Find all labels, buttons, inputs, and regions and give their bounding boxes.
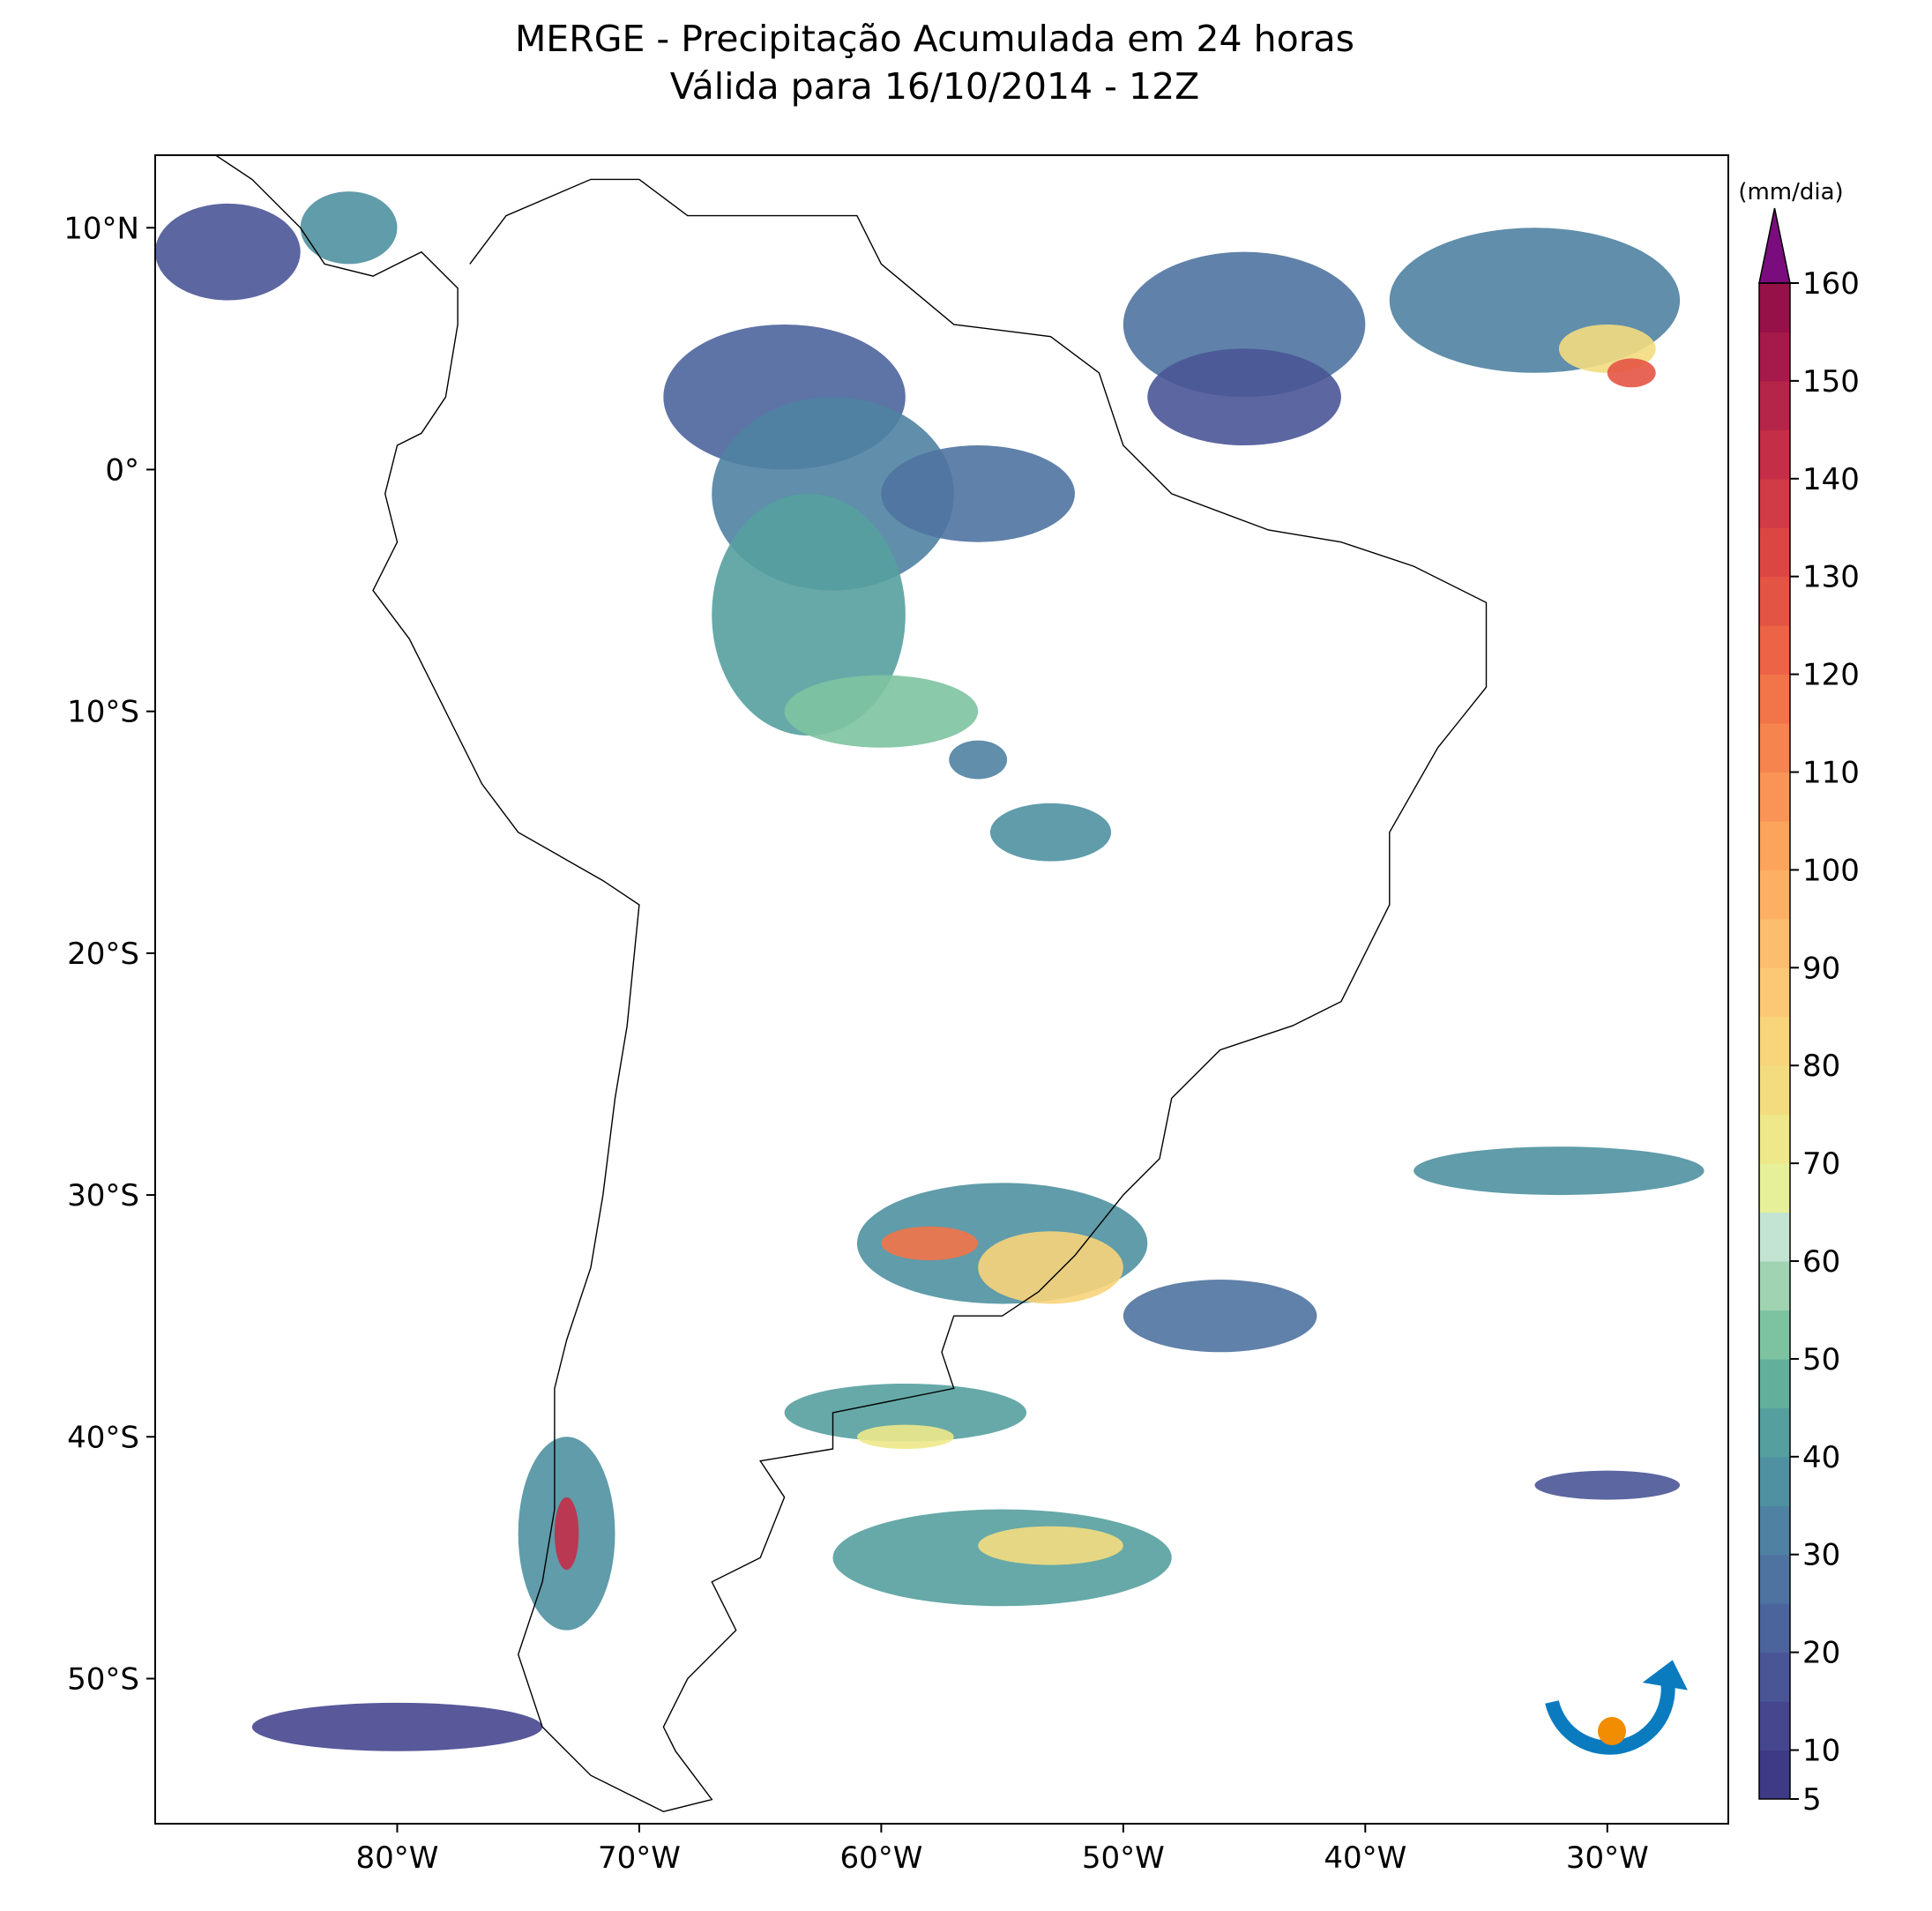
y-tick-label: 10°S [67, 695, 139, 730]
colorbar-band [1759, 1407, 1790, 1458]
precip-area [251, 1702, 543, 1751]
colorbar-band [1759, 1016, 1790, 1066]
colorbar-band [1759, 1212, 1790, 1262]
colorbar-label: (mm/dia) [1738, 179, 1843, 205]
colorbar-band [1759, 527, 1790, 578]
colorbar-tick-label: 10 [1802, 1734, 1840, 1769]
y-tick-label: 40°S [67, 1420, 139, 1455]
colorbar-tick-label: 100 [1802, 853, 1860, 888]
colorbar-tick-label: 140 [1802, 462, 1860, 497]
precip-area [155, 203, 301, 301]
precip-area [1147, 348, 1341, 446]
map-title: MERGE - Precipitação Acumulada em 24 hor… [515, 18, 1354, 60]
colorbar-band [1759, 1505, 1790, 1556]
map-subtitle: Válida para 16/10/2014 - 12Z [670, 65, 1200, 108]
map-area [155, 155, 1704, 1813]
colorbar-band [1759, 1065, 1790, 1116]
colorbar-band [1759, 1456, 1790, 1506]
y-tick-label: 30°S [67, 1178, 139, 1213]
precip-area [1123, 1280, 1317, 1353]
y-tick-label: 20°S [67, 937, 139, 972]
x-tick-label: 70°W [598, 1840, 681, 1876]
colorbar-tick-label: 130 [1802, 560, 1860, 595]
colorbar-tick-label: 20 [1802, 1636, 1840, 1671]
colorbar-tick-label: 110 [1802, 756, 1860, 791]
precip-area [1607, 358, 1656, 388]
y-tick-label: 10°N [63, 211, 139, 246]
precip-area [1534, 1470, 1681, 1500]
colorbar-band [1759, 429, 1790, 480]
colorbar-tick-label: 160 [1802, 266, 1860, 302]
colorbar-band [1759, 576, 1790, 626]
colorbar-band [1759, 1554, 1790, 1604]
colorbar-frame [1758, 282, 1791, 1800]
colorbar-band [1759, 1310, 1790, 1360]
colorbar-band [1759, 380, 1790, 430]
colorbar-tick-label: 60 [1802, 1244, 1840, 1280]
colorbar-band [1759, 1701, 1790, 1751]
colorbar-tick-label: 150 [1802, 364, 1860, 399]
precip-area [300, 191, 398, 265]
logo-arc [1545, 1674, 1675, 1755]
x-tick-label: 40°W [1324, 1840, 1406, 1876]
x-tick-label: 80°W [356, 1840, 439, 1876]
precip-area [989, 802, 1112, 862]
precip-area [978, 1231, 1123, 1304]
colorbar-tick-label: 90 [1802, 951, 1840, 986]
precip-area [554, 1497, 579, 1571]
colorbar-extend [1758, 207, 1791, 284]
colorbar-tick-label: 30 [1802, 1538, 1840, 1573]
colorbar-band [1759, 674, 1790, 724]
precip-area [712, 493, 906, 736]
map-frame [154, 154, 1729, 1825]
logo-arrow [1642, 1660, 1688, 1691]
logo-dot [1598, 1717, 1626, 1745]
colorbar-band [1759, 625, 1790, 676]
precip-area [978, 1526, 1123, 1565]
x-tick-label: 60°W [839, 1840, 922, 1876]
x-tick-label: 30°W [1566, 1840, 1649, 1876]
colorbar-band [1759, 772, 1790, 822]
colorbar-band [1759, 283, 1790, 332]
colorbar-band [1759, 332, 1790, 382]
precip-area [881, 445, 1075, 542]
precip-area [784, 675, 979, 748]
colorbar-band [1759, 1358, 1790, 1408]
y-tick-label: 0° [105, 452, 139, 488]
colorbar-band [1759, 1603, 1790, 1653]
colorbar-band [1759, 1114, 1790, 1164]
colorbar-band [1759, 918, 1790, 968]
colorbar-tick-label: 5 [1802, 1782, 1822, 1818]
colorbar-band [1759, 1261, 1790, 1310]
colorbar-band [1759, 1750, 1790, 1800]
coastline [213, 155, 1488, 1813]
colorbar-band [1759, 1652, 1790, 1702]
x-tick-label: 50°W [1082, 1840, 1165, 1876]
colorbar-band [1759, 723, 1790, 773]
precip-area [856, 1424, 954, 1449]
colorbar-tick-label: 120 [1802, 658, 1860, 693]
colorbar-tick-label: 80 [1802, 1049, 1840, 1084]
colorbar-band [1759, 870, 1790, 920]
precip-area [784, 1383, 1027, 1442]
colorbar-band [1759, 820, 1790, 870]
precip-area [1414, 1146, 1704, 1196]
colorbar-band [1759, 478, 1790, 528]
y-tick-label: 50°S [67, 1661, 139, 1697]
precip-area [949, 740, 1008, 780]
colorbar-band [1759, 1163, 1790, 1213]
colorbar-tick-label: 40 [1802, 1440, 1840, 1475]
colorbar-band [1759, 967, 1790, 1018]
colorbar-tick-label: 70 [1802, 1146, 1840, 1182]
precip-area [881, 1226, 979, 1261]
colorbar-tick-label: 50 [1802, 1342, 1840, 1377]
